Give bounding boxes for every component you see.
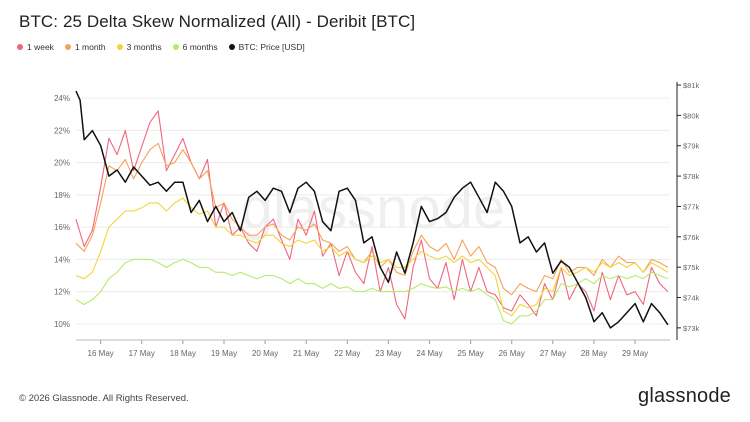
x-tick-label: 25 May (458, 349, 484, 358)
skew-chart: glassnode 10% 12% 14% 16% 18% 20% 22% 24% 16 May… (54, 81, 700, 358)
series-line-6-months (75, 258, 669, 325)
y-right-tick-label: $77k (683, 202, 700, 211)
legend-item-1-week[interactable]: 1 week (17, 42, 54, 52)
series-line-1-week (75, 110, 669, 320)
legend-dot-1-month (64, 44, 71, 50)
x-tick-label: 26 May (499, 349, 525, 358)
series-group (75, 90, 669, 329)
y-right-tick-label: $73k (683, 324, 700, 333)
y-left-tick-label: 16% (54, 223, 70, 232)
y-right-tick-label: $76k (683, 233, 700, 242)
x-tick-label: 24 May (416, 349, 442, 358)
legend-dot-btc-price (228, 44, 235, 50)
y-left-tick-label: 10% (54, 320, 70, 329)
series-line-3-months (75, 197, 669, 317)
legend-item-3-months[interactable]: 3 months (116, 42, 162, 52)
series-line-btc-price-usd (75, 90, 669, 329)
x-tick-label: 18 May (170, 349, 196, 358)
y-right-tick-label: $80k (683, 111, 700, 120)
x-tick-label: 23 May (375, 349, 401, 358)
y-left-tick-label: 24% (54, 94, 70, 103)
legend-item-6-months[interactable]: 6 months (172, 42, 218, 52)
chart-watermark: glassnode (241, 176, 505, 241)
brand-logo: glassnode (638, 385, 731, 407)
y-left-tick-label: 18% (54, 191, 70, 200)
legend-label-3-months: 3 months (126, 42, 162, 52)
x-tick-label: 21 May (293, 349, 319, 358)
copyright-text: © 2026 Glassnode. All Rights Reserved. (19, 393, 189, 404)
axes-group: 10% 12% 14% 16% 18% 20% 22% 24% 16 May 17 May 18 M… (54, 81, 700, 358)
y-left-tick-label: 20% (54, 159, 70, 168)
x-tick-label: 29 May (622, 349, 648, 358)
legend-label-1-month: 1 month (74, 42, 106, 52)
y-right-tick-label: $74k (683, 294, 700, 303)
legend-dot-6-months (172, 44, 179, 50)
x-tick-label: 20 May (252, 349, 278, 358)
x-tick-label: 19 May (211, 349, 237, 358)
x-tick-label: 22 May (334, 349, 360, 358)
legend-label-btc-price: BTC: Price [USD] (238, 42, 305, 52)
series-line-1-month (75, 142, 669, 296)
y-right-tick-label: $81k (683, 81, 700, 90)
legend: 1 week 1 month 3 months 6 months BTC: Pr… (17, 42, 305, 52)
y-right-tick-label: $78k (683, 172, 700, 181)
x-tick-label: 16 May (88, 349, 114, 358)
y-right-tick-label: $79k (683, 142, 700, 151)
legend-label-6-months: 6 months (182, 42, 218, 52)
legend-label-1-week: 1 week (27, 42, 54, 52)
legend-item-btc-price[interactable]: BTC: Price [USD] (228, 42, 305, 52)
legend-dot-3-months (116, 44, 123, 50)
x-tick-label: 28 May (581, 349, 607, 358)
legend-item-1-month[interactable]: 1 month (64, 42, 106, 52)
y-left-tick-label: 22% (54, 126, 70, 135)
chart-title: BTC: 25 Delta Skew Normalized (All) - De… (19, 12, 416, 31)
y-right-tick-label: $75k (683, 263, 700, 272)
x-tick-label: 27 May (540, 349, 566, 358)
legend-dot-1-week (17, 44, 23, 50)
y-left-tick-label: 14% (54, 255, 70, 264)
y-left-tick-label: 12% (54, 288, 70, 297)
x-tick-label: 17 May (129, 349, 155, 358)
